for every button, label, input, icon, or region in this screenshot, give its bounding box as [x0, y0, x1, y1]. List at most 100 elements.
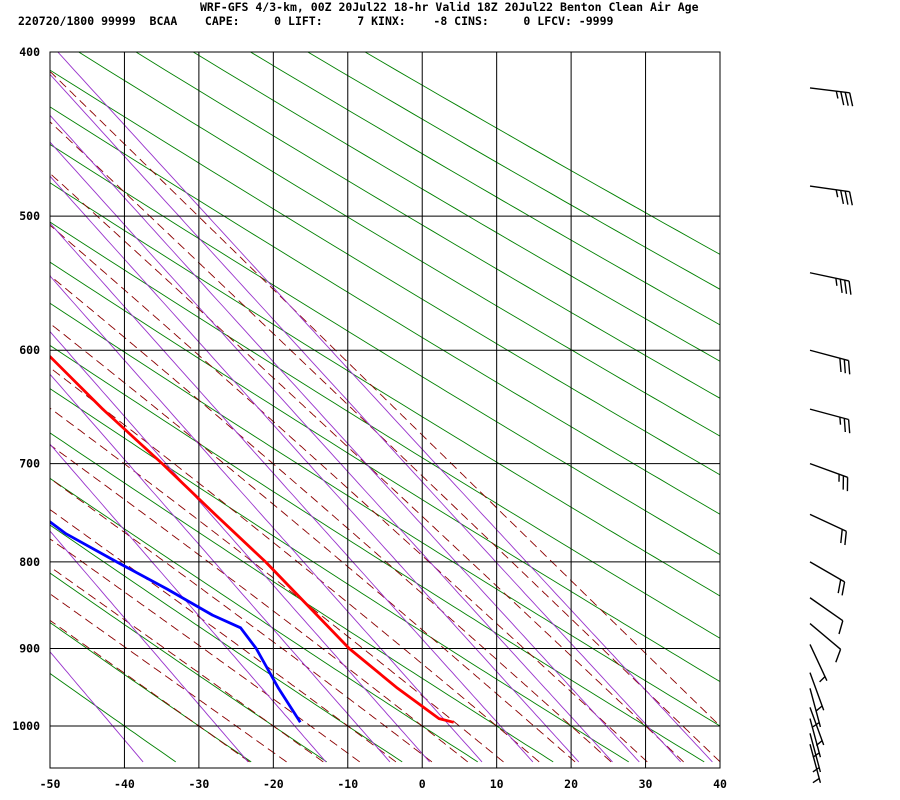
barb-half-feather — [812, 767, 820, 773]
y-tick-label: 1000 — [12, 719, 40, 733]
barb-staff — [809, 644, 828, 681]
y-tick-label: 900 — [19, 641, 40, 655]
dry-adiabat — [50, 344, 705, 763]
barb-feather — [847, 360, 851, 375]
barb-half-feather — [835, 278, 838, 286]
x-tick-label: 30 — [639, 777, 653, 791]
x-tick-label: 20 — [564, 777, 578, 791]
moist-adiabat — [50, 367, 540, 763]
barb-staff — [809, 707, 825, 746]
y-tick-label: 500 — [19, 209, 40, 223]
barb-feather — [839, 279, 843, 293]
barb-half-feather — [835, 189, 839, 198]
y-tick-label: 600 — [19, 343, 40, 357]
dry-adiabat — [50, 672, 176, 763]
moist-adiabat — [50, 444, 468, 763]
x-tick-label: 10 — [490, 777, 504, 791]
wind-barbs — [809, 87, 854, 784]
y-tick-label: 800 — [19, 555, 40, 569]
x-tick-label: 0 — [419, 777, 426, 791]
wind-barb — [809, 272, 852, 295]
dry-adiabat — [50, 524, 403, 763]
wind-barb — [809, 408, 851, 434]
x-tick-label: 40 — [713, 777, 727, 791]
plot-frame — [49, 51, 721, 769]
barb-half-feather — [819, 676, 826, 683]
barb-feather — [835, 649, 842, 663]
moist-adiabat — [50, 407, 504, 763]
dry-adiabat — [50, 572, 327, 763]
barb-feather — [848, 281, 852, 295]
barb-staff — [809, 623, 842, 650]
x-tick-label: -10 — [337, 777, 358, 791]
wind-barb — [809, 513, 847, 546]
barb-feather — [841, 581, 846, 596]
wind-barb — [809, 185, 853, 206]
chart-header-line2: 220720/1800 99999 BCAA CAPE: 0 LIFT: 7 K… — [18, 14, 614, 28]
barb-feather — [844, 280, 848, 294]
wind-barb — [809, 87, 854, 107]
barb-feather — [848, 191, 853, 206]
barb-staff — [809, 672, 825, 711]
dry-adiabat — [50, 432, 554, 763]
barb-half-feather — [812, 777, 820, 784]
barb-feather — [844, 190, 849, 205]
barb-feather — [843, 418, 846, 433]
mixing-ratio-line — [50, 222, 534, 763]
y-tick-label: 700 — [19, 457, 40, 471]
barb-feather — [839, 358, 842, 373]
moist-adiabat — [50, 224, 648, 763]
dry-adiabat — [50, 621, 252, 763]
barb-staff — [809, 718, 822, 758]
mixing-ratio-line — [50, 275, 483, 763]
x-tick-labels: -50 -40 -30 -20 -10 0 10 20 30 40 — [40, 777, 727, 791]
barb-feather — [840, 190, 845, 205]
barb-feather — [840, 529, 843, 544]
wind-barb — [809, 733, 822, 773]
dewpoint-profile — [50, 520, 302, 724]
dry-adiabat — [50, 302, 720, 727]
barb-feather — [840, 91, 845, 106]
barb-feather — [843, 359, 846, 374]
barb-staff — [809, 408, 849, 421]
dry-adiabat — [50, 388, 629, 763]
wind-barb — [809, 743, 822, 784]
barb-staff — [809, 597, 844, 622]
moist-adiabat — [50, 477, 433, 763]
barb-feather — [849, 92, 854, 107]
wind-barb — [809, 623, 842, 663]
dry-adiabat — [50, 221, 720, 639]
mixing-ratio-line — [50, 651, 144, 763]
barb-feather — [844, 531, 847, 546]
barb-half-feather — [835, 90, 839, 99]
mixing-ratio-line — [50, 443, 327, 763]
moist-adiabat — [50, 70, 720, 727]
wind-barb — [809, 462, 849, 492]
wind-barb — [809, 349, 851, 375]
wind-barb — [809, 597, 844, 635]
moist-adiabat — [50, 322, 576, 763]
mixing-ratio-line — [50, 373, 391, 763]
moist-adiabat — [50, 593, 287, 763]
x-tick-label: -30 — [188, 777, 209, 791]
barb-staff — [809, 87, 850, 94]
barb-feather — [844, 92, 849, 106]
dry-adiabat — [50, 261, 720, 683]
x-tick-label: -50 — [40, 777, 61, 791]
barb-staff — [809, 185, 850, 193]
chart-header-line1: WRF-GFS 4/3-km, 00Z 20Jul22 18-hr Valid … — [200, 0, 699, 14]
y-tick-labels: 400 500 600 700 800 900 1000 — [12, 45, 40, 733]
barb-staff — [809, 272, 850, 282]
x-tick-label: -20 — [263, 777, 284, 791]
moist-adiabat — [50, 619, 250, 763]
y-tick-label: 400 — [19, 45, 40, 59]
barb-staff — [809, 513, 847, 532]
barb-feather — [837, 579, 842, 594]
barb-half-feather — [839, 417, 842, 425]
barb-staff — [809, 462, 848, 478]
wind-barb — [809, 644, 828, 683]
plot-background — [50, 52, 720, 768]
profile-lines — [50, 354, 455, 724]
barb-staff — [809, 743, 822, 783]
